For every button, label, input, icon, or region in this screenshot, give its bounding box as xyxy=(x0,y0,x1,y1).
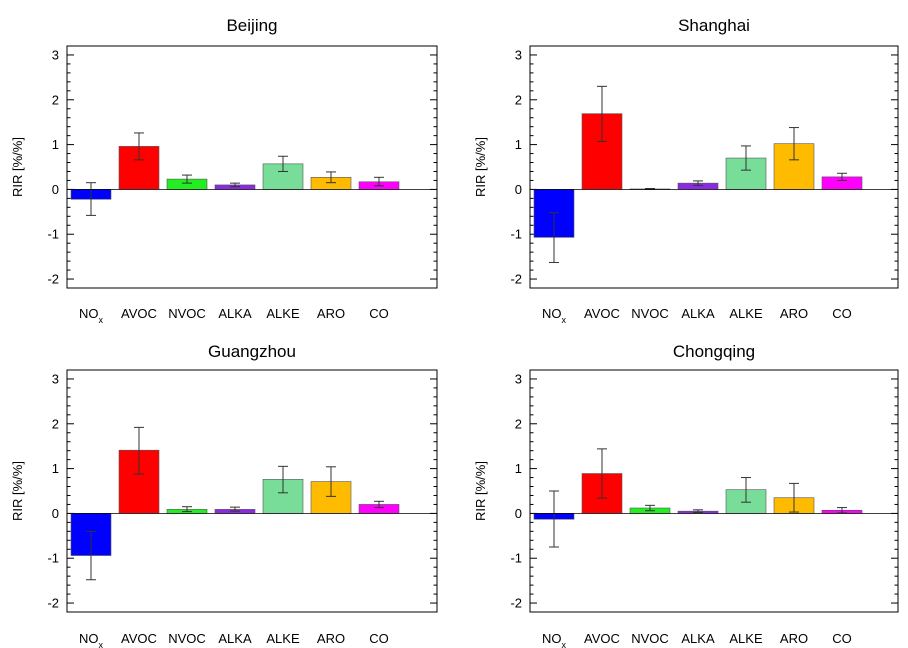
x-tick-label: CO xyxy=(832,306,852,321)
x-tick-label: AVOC xyxy=(584,631,620,646)
y-tick-label: -1 xyxy=(510,551,522,566)
y-tick-label: 3 xyxy=(515,47,522,62)
x-tick-label: ALKE xyxy=(729,631,763,646)
y-tick-label: 1 xyxy=(52,461,59,476)
y-tick-label: 1 xyxy=(515,461,522,476)
panel-chongqing: Chongqing -2 -1 0 1 2 3 RIR [%/%] NOx AVOC NVOC ALK… xyxy=(473,342,899,648)
y-axis-label: RIR [%/%] xyxy=(473,137,488,197)
chart-title: Shanghai xyxy=(678,16,750,35)
plot-frame xyxy=(66,369,438,613)
x-tick-label: ARO xyxy=(780,306,808,321)
y-tick-label: -2 xyxy=(510,596,522,611)
x-tick-label: ALKE xyxy=(266,631,300,646)
y-axis-label: RIR [%/%] xyxy=(10,461,25,521)
y-tick-label: 0 xyxy=(515,182,522,197)
y-tick-label: -1 xyxy=(510,227,522,242)
x-tick-label: ARO xyxy=(780,631,808,646)
y-tick-label: 1 xyxy=(52,137,59,152)
x-tick-label: NVOC xyxy=(168,306,206,321)
plot-frame xyxy=(529,45,899,289)
chart-title: Beijing xyxy=(226,16,277,35)
x-tick-label: AVOC xyxy=(584,306,620,321)
y-tick-label: 3 xyxy=(515,371,522,386)
x-tick-label: CO xyxy=(832,631,852,646)
y-tick-label: 2 xyxy=(52,416,59,431)
x-tick-label: NVOC xyxy=(631,631,669,646)
y-tick-label: -2 xyxy=(47,272,59,287)
chart-title: Chongqing xyxy=(673,342,755,361)
x-tick-label: ALKA xyxy=(218,306,252,321)
y-tick-label: 2 xyxy=(52,92,59,107)
x-tick-label: ALKA xyxy=(681,306,715,321)
x-tick-label: CO xyxy=(369,631,389,646)
y-tick-label: -1 xyxy=(47,227,59,242)
x-tick-label: NVOC xyxy=(631,306,669,321)
panel-guangzhou: Guangzhou -2 -1 0 1 2 3 RIR [%/%] NOx AVOC NVOC ALK… xyxy=(10,342,438,648)
y-tick-label: -2 xyxy=(510,272,522,287)
x-tick-label: AVOC xyxy=(121,306,157,321)
y-tick-label: 1 xyxy=(515,137,522,152)
x-tick-label: ARO xyxy=(317,306,345,321)
y-tick-label: 0 xyxy=(515,506,522,521)
x-tick-label: NOx xyxy=(542,631,567,648)
x-tick-label: ALKE xyxy=(729,306,763,321)
y-tick-label: 3 xyxy=(52,371,59,386)
y-tick-label: 3 xyxy=(52,47,59,62)
x-tick-label: ALKA xyxy=(681,631,715,646)
y-tick-label: 0 xyxy=(52,182,59,197)
y-tick-label: 2 xyxy=(515,92,522,107)
x-tick-label: AVOC xyxy=(121,631,157,646)
x-tick-label: NOx xyxy=(79,631,104,648)
x-tick-label: NVOC xyxy=(168,631,206,646)
x-tick-label: NOx xyxy=(542,306,567,325)
y-axis-label: RIR [%/%] xyxy=(10,137,25,197)
y-axis-label: RIR [%/%] xyxy=(473,461,488,521)
plot-frame xyxy=(529,369,899,613)
panel-beijing: Beijing -2 -1 0 1 2 3 RIR [%/%] NOx AVOC NVOC ALKA A… xyxy=(10,16,438,325)
x-tick-label: CO xyxy=(369,306,389,321)
chart-title: Guangzhou xyxy=(208,342,296,361)
y-tick-label: -1 xyxy=(47,551,59,566)
panel-shanghai: Shanghai -2 -1 0 1 2 3 RIR [%/%] NOx AVOC NVOC ALKA… xyxy=(473,16,899,325)
x-tick-label: ARO xyxy=(317,631,345,646)
y-tick-label: 0 xyxy=(52,506,59,521)
plot-frame xyxy=(66,45,438,289)
x-tick-label: NOx xyxy=(79,306,104,325)
y-tick-label: 2 xyxy=(515,416,522,431)
x-tick-label: ALKE xyxy=(266,306,300,321)
x-tick-label: ALKA xyxy=(218,631,252,646)
y-tick-label: -2 xyxy=(47,596,59,611)
